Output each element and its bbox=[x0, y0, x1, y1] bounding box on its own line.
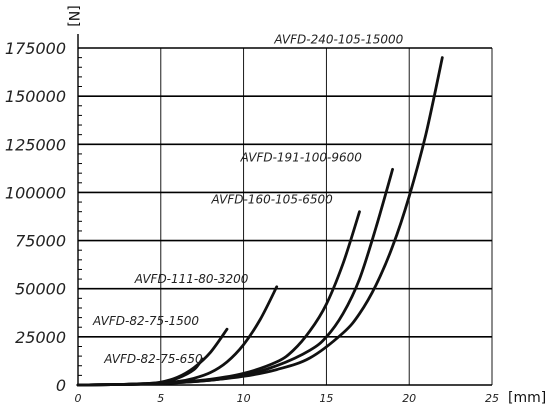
series-label: AVFD-82-75-650 bbox=[103, 352, 203, 366]
y-tick-label: 175000 bbox=[5, 39, 66, 58]
grid bbox=[78, 47, 493, 385]
x-tick-label: 20 bbox=[402, 392, 416, 405]
series-label: AVFD-82-75-1500 bbox=[92, 314, 199, 328]
series-label: AVFD-191-100-9600 bbox=[240, 150, 363, 164]
y-tick-label: 125000 bbox=[5, 135, 66, 154]
y-tick-label: 50000 bbox=[15, 280, 66, 299]
x-axis-unit: [mm] bbox=[508, 390, 546, 406]
y-tick-label: 75000 bbox=[15, 232, 66, 251]
x-tick-label: 10 bbox=[237, 392, 251, 405]
x-tick-label: 25 bbox=[485, 392, 499, 405]
tick-labels: 0 25000 50000 75000 100000 125000 150000 175000… bbox=[5, 39, 499, 405]
series-label: AVFD-240-105-15000 bbox=[273, 33, 403, 47]
series-labels: AVFD-82-75-650 AVFD-82-75-1500 AVFD-111-80… bbox=[92, 33, 404, 366]
x-tick-label: 0 bbox=[75, 392, 82, 405]
x-tick-label: 15 bbox=[319, 392, 333, 405]
y-tick-label: 150000 bbox=[5, 87, 66, 106]
y-axis-unit: [N] bbox=[65, 5, 81, 26]
series-line-3 bbox=[76, 285, 279, 387]
series-label: AVFD-160-105-6500 bbox=[211, 193, 334, 207]
y-tick-label: 0 bbox=[56, 376, 66, 395]
series-lines bbox=[76, 56, 444, 387]
x-tick-label: 5 bbox=[157, 392, 164, 405]
y-tick-label: 100000 bbox=[5, 183, 66, 202]
axes bbox=[77, 34, 492, 386]
series-label: AVFD-111-80-3200 bbox=[134, 272, 249, 286]
y-tick-label: 25000 bbox=[15, 328, 66, 347]
series-line-6 bbox=[76, 56, 444, 387]
